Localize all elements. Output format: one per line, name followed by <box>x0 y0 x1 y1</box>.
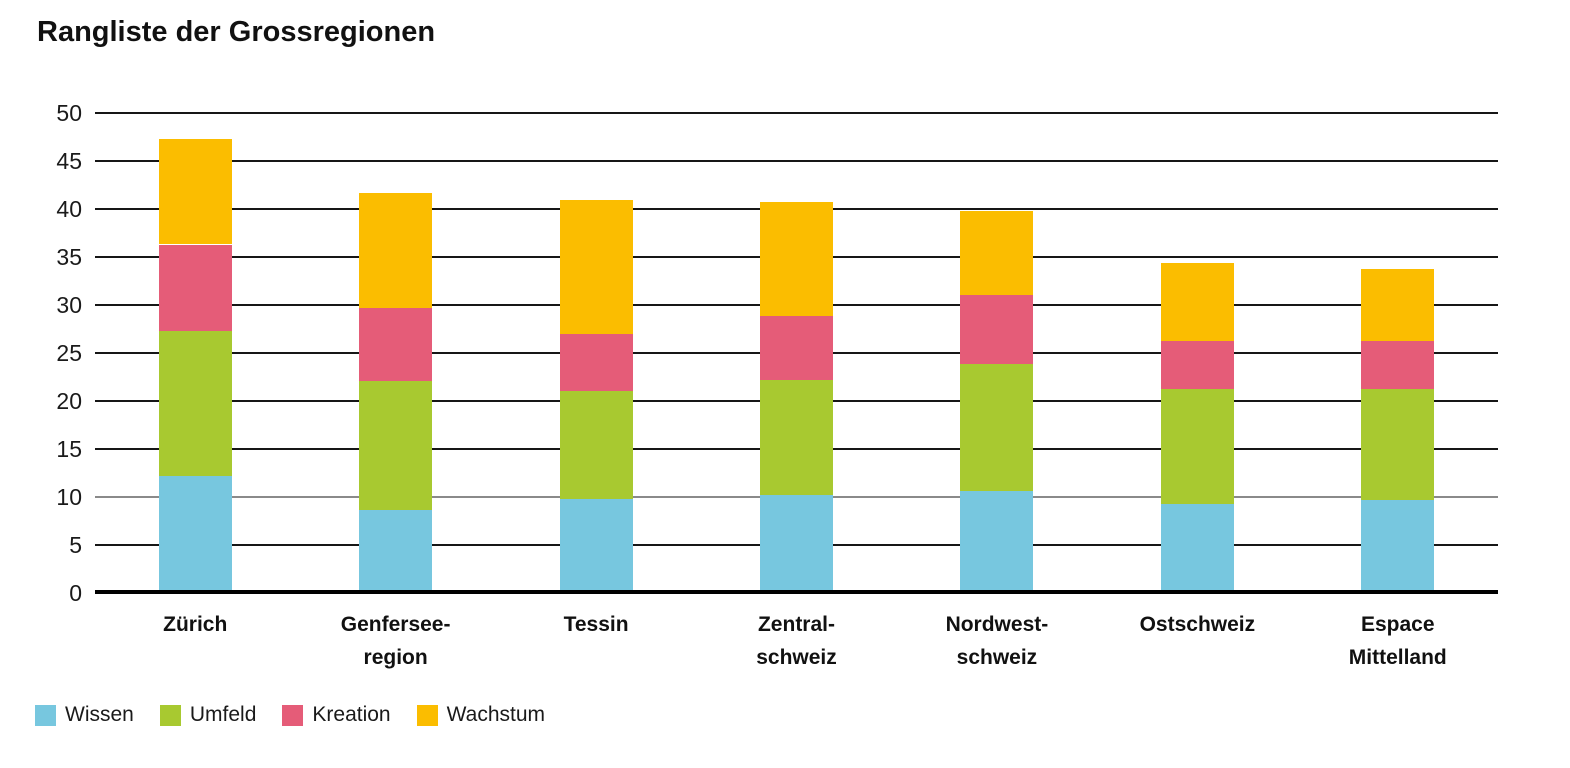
legend-swatch-wissen <box>35 704 56 726</box>
bar-segment-wachstum-1 <box>359 192 433 308</box>
x-axis-line <box>95 590 1498 594</box>
bar-segment-kreation-1 <box>359 307 433 381</box>
legend-label-wissen: Wissen <box>65 703 134 726</box>
y-tick-20: 20 <box>56 388 82 414</box>
legend-swatch-umfeld <box>159 704 181 726</box>
y-tick-5: 5 <box>69 532 82 558</box>
gridline-50 <box>95 112 1498 114</box>
bar-segment-umfeld-1 <box>359 380 433 511</box>
legend-label-kreation: Kreation <box>312 703 391 726</box>
y-tick-50: 50 <box>56 100 82 126</box>
bar-segment-wissen-0 <box>158 475 232 592</box>
bar-segment-kreation-4 <box>960 295 1034 364</box>
y-tick-0: 0 <box>69 580 82 606</box>
bar-segment-wachstum-6 <box>1361 269 1435 342</box>
y-tick-45: 45 <box>56 148 82 174</box>
legend-label-umfeld: Umfeld <box>189 703 257 726</box>
legend-item-kreation: Kreation <box>282 703 391 727</box>
x-label-6: Espace Mittelland <box>1348 613 1447 669</box>
bar-segment-wissen-2 <box>559 498 633 592</box>
bar-segment-kreation-3 <box>760 316 833 380</box>
x-label-5: Ostschweiz <box>1139 613 1256 636</box>
bar-segment-wachstum-0 <box>158 138 232 245</box>
x-label-2: Tessin <box>563 613 629 636</box>
bar-segment-umfeld-0 <box>158 330 232 476</box>
x-axis-labels: Zürich Genfersee- region Tessin Zentral- sc… <box>95 608 1498 688</box>
bar-segment-kreation-6 <box>1361 341 1435 390</box>
legend-item-wachstum: Wachstum <box>416 703 546 727</box>
bar-segment-wissen-4 <box>960 491 1034 592</box>
y-tick-40: 40 <box>56 196 82 222</box>
legend-swatch-kreation <box>282 704 304 726</box>
y-axis: 0 5 10 15 20 25 30 35 40 45 50 <box>30 102 82 605</box>
plot-area <box>95 112 1498 594</box>
bar-segment-wachstum-5 <box>1160 262 1234 342</box>
y-tick-25: 25 <box>56 340 82 366</box>
bar-segment-kreation-5 <box>1160 341 1234 390</box>
bar-segment-umfeld-2 <box>559 391 633 499</box>
bar-segment-wissen-6 <box>1361 499 1435 592</box>
x-label-4: Nordwest- schweiz <box>945 613 1049 669</box>
legend-swatch-wachstum <box>416 704 438 726</box>
y-tick-15: 15 <box>56 436 82 462</box>
legend: Wissen Umfeld Kreation Wachstum <box>35 703 545 727</box>
x-label-1: Genfersee- region <box>340 613 451 669</box>
x-label-0: Zürich <box>163 613 228 636</box>
gridline-45 <box>95 160 1498 162</box>
bar-segment-wachstum-2 <box>559 200 633 334</box>
legend-item-umfeld: Umfeld <box>159 703 257 727</box>
bar-segment-kreation-0 <box>158 244 232 331</box>
legend-item-wissen: Wissen <box>35 703 134 727</box>
chart-title: Rangliste der Grossregionen <box>37 16 436 48</box>
bar-segment-kreation-2 <box>559 333 633 392</box>
bar-segment-wachstum-4 <box>960 210 1034 296</box>
bar-segment-umfeld-4 <box>960 363 1034 492</box>
bar-segment-wissen-1 <box>359 510 433 592</box>
bar-segment-umfeld-5 <box>1160 389 1234 504</box>
y-tick-35: 35 <box>56 244 82 270</box>
bar-segment-wissen-3 <box>760 495 833 592</box>
y-tick-30: 30 <box>56 292 82 318</box>
bar-segment-wachstum-3 <box>760 202 833 317</box>
bar-segment-umfeld-6 <box>1361 389 1435 500</box>
legend-label-wachstum: Wachstum <box>446 703 546 726</box>
y-tick-10: 10 <box>56 484 82 510</box>
x-label-3: Zentral- schweiz <box>756 613 837 669</box>
bar-segment-wissen-5 <box>1160 503 1234 592</box>
bar-segment-umfeld-3 <box>760 379 833 496</box>
